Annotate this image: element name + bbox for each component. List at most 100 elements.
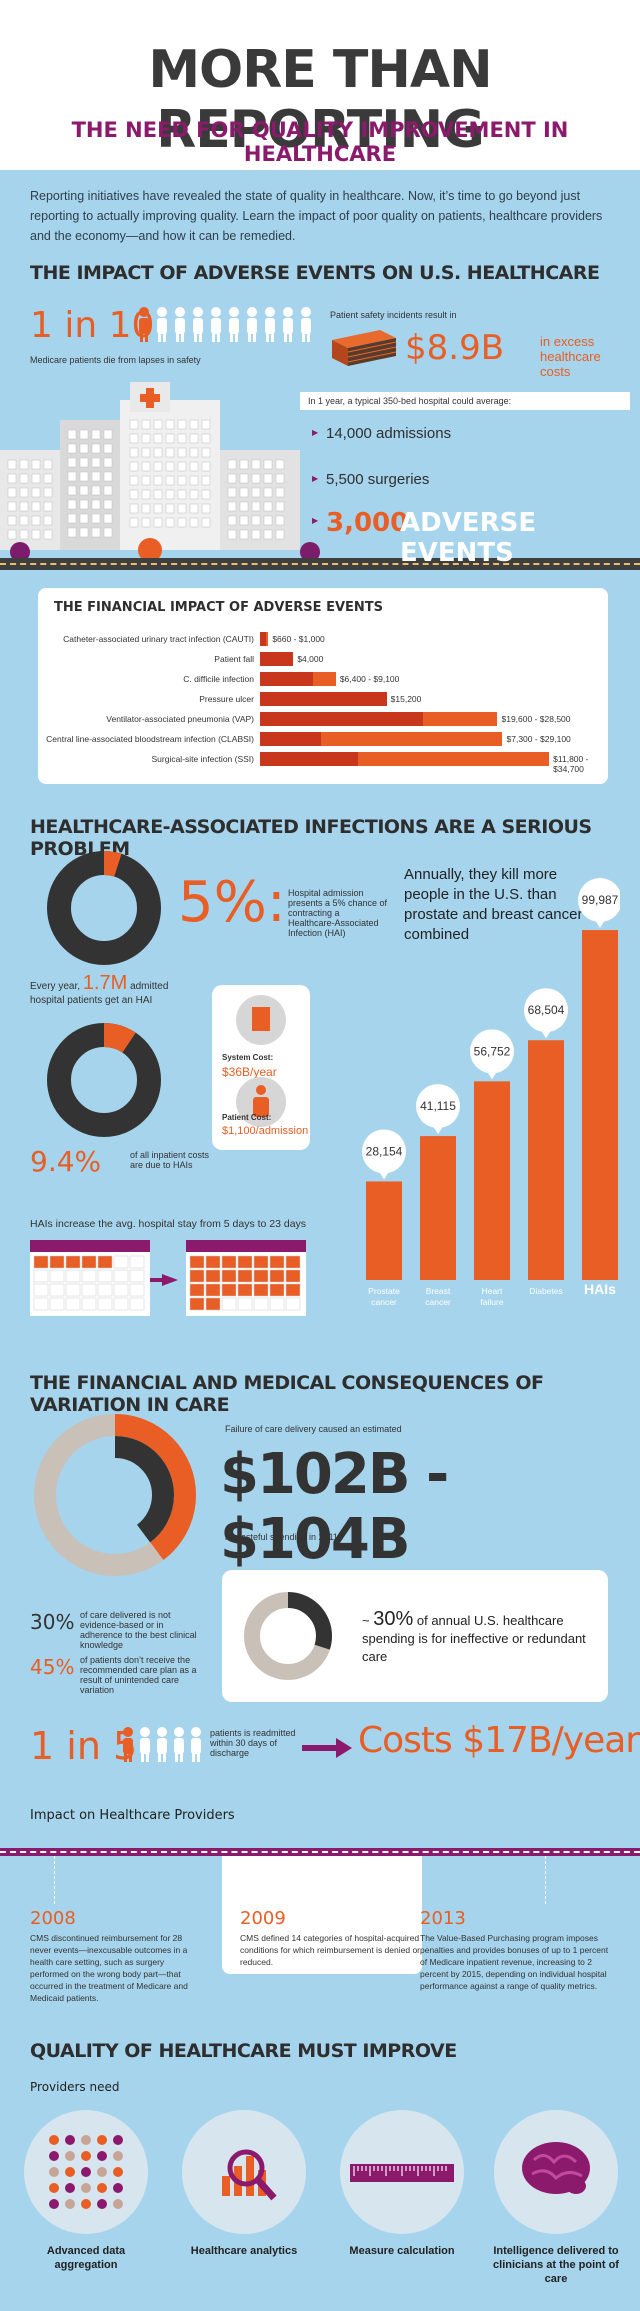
person-icon: [283, 307, 293, 342]
every-year: Every year, 1.7M admitted hospital patie…: [30, 973, 200, 1008]
hai-bar: [528, 1040, 564, 1280]
patient-cost-label: Patient Cost:: [222, 1113, 272, 1122]
financial-row-value: $11,800 - $34,700: [553, 754, 589, 774]
hai-bar-bubble: [578, 878, 620, 929]
person-icon: [191, 1727, 201, 1762]
money-stack-icon: [332, 330, 397, 366]
hai-category-label: Diabetes: [529, 1286, 563, 1296]
hai-bar-bubble: [362, 1129, 406, 1180]
hai-category-label: failure: [480, 1297, 503, 1307]
financial-row-label: Central line-associated bloodstream infe…: [46, 734, 254, 744]
data-aggregation-icon: [24, 2110, 148, 2234]
financial-bar-low: [260, 712, 424, 726]
financial-row-value: $15,200: [390, 694, 422, 704]
timeline-tick-3: [545, 1856, 547, 1904]
people-icons: [139, 307, 311, 342]
need-2: Healthcare analytics: [190, 2245, 298, 2257]
hai-bar-bubble: [416, 1084, 460, 1135]
readmit-caption: patients is readmitted within 30 days of…: [210, 1728, 296, 1758]
financial-row-label: Surgical-site infection (SSI): [151, 754, 254, 764]
timeline-year: 2008: [30, 1908, 76, 1929]
spending-text: of annual U.S. healthcare spending is fo…: [362, 1613, 586, 1664]
variation-heading: THE FINANCIAL AND MEDICAL CONSEQUENCES O…: [30, 1372, 544, 1416]
pct-5: 5%:: [178, 870, 286, 935]
spending-prefix: ~: [362, 1613, 370, 1628]
financial-row-value: $660 - $1,000: [272, 634, 325, 644]
patient-cost-value: $1,100/admission: [222, 1125, 309, 1137]
system-cost-value: $36B/year: [222, 1065, 277, 1079]
hospital-icon: [236, 995, 286, 1045]
ratio-1-in-10: 1 in 10: [30, 305, 155, 346]
financial-row-label: Ventilator-associated pneumonia (VAP): [106, 714, 254, 724]
arrow-icon-2: ▶: [312, 474, 319, 483]
person-icon: [229, 307, 239, 342]
pct-45: 45%: [30, 1655, 75, 1679]
every-year-b: admitted hospital patients get an HAI: [30, 981, 169, 1006]
need-3: Measure calculation: [349, 2245, 455, 2257]
arrow-icon-3: ▶: [312, 516, 319, 525]
cost-card: System Cost: $36B/year Patient Cost: $1,…: [212, 985, 310, 1150]
failure-caption: Failure of care delivery caused an estim…: [225, 1424, 402, 1434]
financial-bar-high: [320, 732, 503, 746]
timeline-year: 2013: [420, 1908, 466, 1929]
financial-row-label: Patient fall: [214, 654, 254, 664]
donut-94pct: [47, 1023, 161, 1137]
hai-category-label: Breast: [426, 1286, 451, 1296]
providers-need: Providers need: [30, 2080, 120, 2094]
timeline-text: The Value-Based Purchasing program impos…: [420, 1933, 609, 1991]
readmit-people-icons: [123, 1727, 201, 1762]
need-1: Advanced data aggregation: [46, 2245, 126, 2271]
ratio-caption: Medicare patients die from lapses in saf…: [30, 355, 201, 365]
stay-caption: HAIs increase the avg. hospital stay fro…: [30, 1218, 307, 1230]
intro-text: Reporting initiatives have revealed the …: [30, 189, 603, 243]
cost-caption: Patient safety incidents result in: [330, 310, 457, 320]
surgeries: 5,500 surgeries: [326, 471, 430, 488]
hai-bar: [582, 930, 618, 1280]
page-subtitle: THE NEED FOR QUALITY IMPROVEMENT IN HEAL…: [71, 118, 569, 166]
adverse-text: ADVERSE EVENTS: [400, 508, 537, 568]
providers-heading: Impact on Healthcare Providers: [30, 1808, 235, 1823]
person-icon: [140, 1727, 150, 1762]
hai-category-label: cancer: [425, 1297, 451, 1307]
header: MORE THAN REPORTING THE NEED FOR QUALITY…: [0, 0, 640, 170]
pct-9-4: 9.4%: [30, 1145, 102, 1178]
pct-9-4-caption: of all inpatient costs are due to HAIs: [130, 1150, 210, 1170]
hai-bar-label: 56,752: [474, 1044, 511, 1058]
improve-heading: QUALITY OF HEALTHCARE MUST IMPROVE: [30, 2040, 457, 2062]
brain-icon: [494, 2110, 618, 2234]
admissions: 14,000 admissions: [326, 425, 452, 442]
timeline-text: CMS discontinued reimbursement for 28 ne…: [30, 1933, 188, 2003]
financial-bar-high: [358, 752, 550, 766]
hai-category-label: HAIs: [584, 1281, 616, 1297]
financial-row-value: $19,600 - $28,500: [501, 714, 571, 724]
person-icon: [174, 1727, 184, 1762]
financial-row-label: Pressure ulcer: [199, 694, 254, 704]
hai-bar-chart: 28,154Prostatecancer41,115Breastcancer56…: [362, 878, 620, 1307]
financial-row-value: $7,300 - $29,100: [506, 734, 571, 744]
donut-variation: [34, 1414, 196, 1576]
readmit-cost: Costs $17B/year: [358, 1720, 640, 1761]
financial-bar-low: [260, 752, 359, 766]
financial-bar-low: [260, 732, 321, 746]
person-icon: [157, 307, 167, 342]
hai-bar: [420, 1136, 456, 1280]
cost-suffix: in excess healthcare costs: [540, 334, 601, 379]
financial-bar-low: [260, 652, 294, 666]
hospital-caption: In 1 year, a typical 350-bed hospital co…: [300, 392, 630, 410]
kill-text: Annually, they kill more people in the U…: [404, 866, 583, 943]
hai-bar: [474, 1081, 510, 1280]
donut-30pct: [244, 1592, 332, 1680]
hai-category-label: Prostate: [368, 1286, 400, 1296]
spending-statement: ~ 30% of annual U.S. healthcare spending…: [362, 1609, 592, 1666]
financial-bar-high: [423, 712, 498, 726]
financial-bar-high: [313, 672, 336, 686]
person-icon: [265, 307, 275, 342]
hai-bar: [366, 1181, 402, 1280]
person-icon: [211, 307, 221, 342]
person-icon: [139, 307, 149, 342]
person-icon: [157, 1727, 167, 1762]
arrow-icon: [302, 1738, 352, 1758]
financial-bar-low: [260, 692, 387, 706]
impact-heading: THE IMPACT OF ADVERSE EVENTS ON U.S. HEA…: [30, 262, 600, 284]
